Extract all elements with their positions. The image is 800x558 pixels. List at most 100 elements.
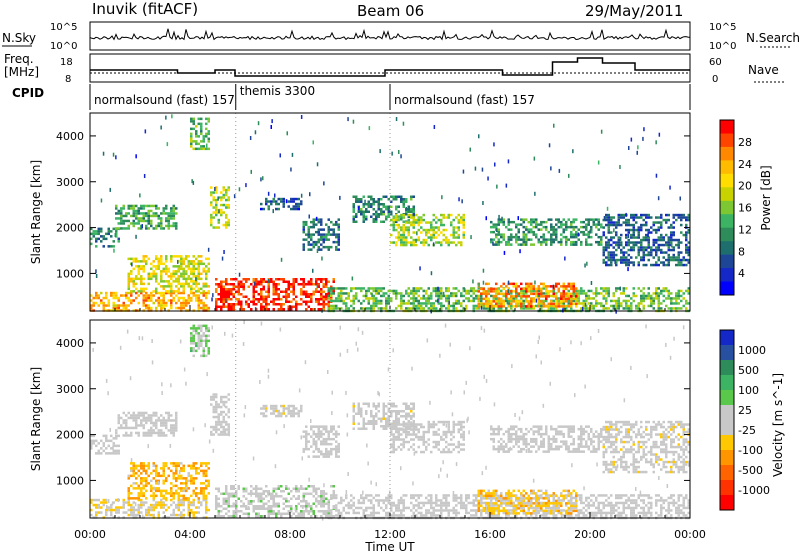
range-cell	[203, 497, 206, 500]
range-cell	[130, 506, 133, 509]
range-cell	[130, 470, 133, 473]
range-cell	[553, 233, 556, 236]
range-cell	[195, 462, 198, 465]
range-cell	[118, 422, 121, 425]
range-cell	[175, 212, 178, 215]
range-cell	[408, 287, 411, 290]
range-cell	[273, 209, 275, 213]
range-cell	[398, 196, 401, 199]
range-cell	[120, 210, 123, 213]
range-cell	[618, 216, 621, 219]
range-cell	[305, 448, 308, 451]
range-cell	[448, 239, 451, 242]
range-cell	[183, 273, 186, 276]
range-cell	[148, 304, 151, 307]
range-cell	[230, 495, 233, 498]
range-cell	[320, 248, 323, 251]
range-cell	[200, 148, 203, 151]
range-cell	[365, 292, 368, 295]
range-cell	[133, 467, 136, 470]
range-cell	[318, 308, 321, 311]
range-cell	[558, 297, 561, 300]
range-cell	[525, 290, 528, 293]
range-cell	[180, 467, 183, 470]
range-cell	[310, 283, 313, 286]
range-cell	[385, 216, 388, 219]
range-cell	[565, 243, 568, 246]
range-cell	[510, 307, 513, 310]
range-cell	[133, 497, 136, 500]
range-cell	[333, 278, 336, 281]
range-cell	[175, 429, 178, 432]
range-cell	[585, 226, 588, 229]
range-cell	[418, 219, 421, 222]
range-cell	[378, 494, 381, 497]
range-cell	[595, 241, 598, 244]
range-cell	[212, 293, 214, 297]
range-cell	[503, 233, 506, 236]
range-cell	[320, 281, 323, 284]
range-cell	[413, 206, 416, 209]
range-cell	[200, 255, 203, 258]
range-cell	[408, 307, 411, 310]
range-cell	[378, 300, 381, 303]
range-cell	[595, 218, 598, 221]
range-cell	[630, 249, 633, 252]
range-cell	[435, 236, 438, 239]
range-cell	[408, 295, 411, 298]
range-cell	[223, 296, 226, 299]
range-cell	[310, 296, 313, 299]
range-cell	[205, 273, 208, 276]
echo-region	[215, 278, 335, 311]
range-cell	[215, 393, 218, 396]
range-cell	[510, 243, 513, 246]
range-cell	[673, 297, 676, 300]
range-cell	[355, 512, 358, 515]
range-cell	[287, 131, 289, 135]
range-cell	[340, 287, 343, 290]
range-cell	[658, 236, 661, 239]
range-cell	[408, 292, 411, 295]
range-cell	[130, 434, 133, 437]
range-cell	[600, 243, 603, 246]
range-cell	[637, 151, 639, 155]
range-cell	[555, 228, 558, 231]
range-cell	[408, 229, 411, 232]
range-cell	[683, 264, 686, 267]
range-cell	[148, 297, 151, 300]
range-cell	[288, 488, 291, 491]
range-cell	[273, 200, 276, 203]
range-cell	[393, 216, 396, 219]
range-cell	[685, 216, 688, 219]
range-cell	[143, 299, 146, 302]
range-cell	[105, 435, 108, 438]
range-cell	[310, 425, 313, 428]
range-cell	[308, 233, 311, 236]
range-cell	[318, 448, 321, 451]
range-cell	[170, 424, 173, 427]
range-cell	[268, 283, 271, 286]
range-cell	[225, 288, 228, 291]
range-cell	[128, 477, 131, 480]
range-cell	[550, 241, 553, 244]
range-cell	[383, 196, 386, 199]
range-cell	[193, 327, 196, 330]
range-cell	[193, 347, 196, 350]
range-cell	[675, 256, 678, 259]
range-cell	[610, 300, 613, 303]
range-cell	[270, 405, 273, 408]
range-cell	[288, 288, 291, 291]
range-cell	[638, 234, 641, 237]
range-cell	[245, 488, 248, 491]
range-cell	[143, 215, 146, 218]
range-cell	[590, 226, 593, 229]
range-cell	[613, 216, 616, 219]
range-cell	[160, 424, 163, 427]
range-cell	[420, 219, 423, 222]
range-cell	[508, 236, 511, 239]
station-title: Inuvik (fitACF)	[92, 0, 198, 18]
range-cell	[258, 513, 261, 516]
echo-region	[303, 425, 341, 458]
range-cell	[288, 205, 291, 208]
range-cell	[135, 222, 138, 225]
